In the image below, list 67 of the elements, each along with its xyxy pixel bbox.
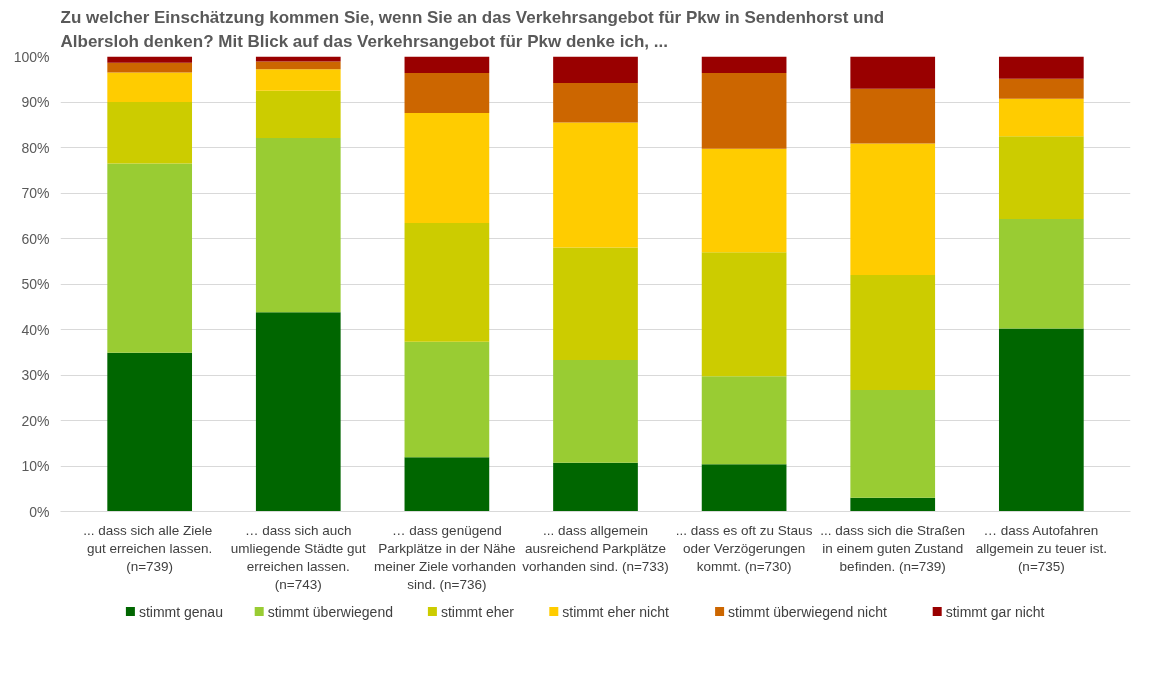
bar xyxy=(404,341,490,458)
legend-label: stimmt gar nicht xyxy=(945,603,1045,620)
bar xyxy=(850,143,936,275)
bar xyxy=(850,88,936,144)
bar xyxy=(998,218,1084,329)
bar xyxy=(404,72,490,113)
legend-label: stimmt überwiegend nicht xyxy=(728,603,887,620)
bar xyxy=(850,56,936,89)
bar xyxy=(255,56,341,62)
bar xyxy=(404,56,490,73)
x-tick-label: … dass Autofahren allgemein zu teuer ist. (n=735) xyxy=(975,522,1107,574)
bar xyxy=(998,78,1084,99)
chart-title: Zu welcher Einschätzung kommen Sie, wenn Sie an das Verkehrsangebot für Pkw in Sendenhorst und Albersloh denken? Mit Blick auf das Verkehrsangebot für Pkw denke ich, ... xyxy=(60,7,885,52)
bar xyxy=(107,352,193,512)
bar xyxy=(255,312,341,512)
bar xyxy=(553,122,638,248)
bar xyxy=(701,72,787,149)
y-tick-label: 80% xyxy=(21,139,50,156)
bar xyxy=(998,56,1084,79)
bar xyxy=(553,56,638,83)
bar xyxy=(998,98,1084,137)
bar xyxy=(553,359,638,463)
bar xyxy=(998,328,1084,512)
bar xyxy=(255,61,341,70)
bar xyxy=(404,112,490,224)
x-tick-label: … dass genügend Parkplätze in der Nähe meiner Ziele vorhanden sind. (n=736) xyxy=(374,522,516,592)
y-tick-label: 30% xyxy=(21,367,50,383)
bar xyxy=(107,72,193,102)
bar xyxy=(553,462,638,512)
y-tick-label: 70% xyxy=(21,185,50,201)
x-tick-label: ... dass sich alle Ziele gut erreichen lassen. (n=739) xyxy=(83,522,213,574)
legend-label: stimmt eher xyxy=(440,603,515,620)
legend-label: stimmt überwiegend xyxy=(267,603,393,620)
bar xyxy=(850,390,936,498)
bar xyxy=(107,102,193,164)
x-tick-label: ... dass es oft zu Staus oder Verzögerungen kommt. (n=730) xyxy=(675,522,813,574)
bar xyxy=(107,163,193,353)
x-tick-label: … dass sich auch umliegende Städte gut erreichen lassen. (n=743) xyxy=(230,522,367,592)
bar xyxy=(850,274,936,391)
bar xyxy=(701,252,787,377)
bar xyxy=(701,148,787,253)
bar xyxy=(701,376,787,465)
bar xyxy=(107,56,193,63)
y-tick-label: 20% xyxy=(21,412,50,429)
x-tick-label: ... dass allgemein ausreichend Parkplätze vorhanden sind. (n=733) xyxy=(522,522,669,574)
y-tick-label: 90% xyxy=(21,94,50,110)
y-tick-label: 10% xyxy=(21,458,50,474)
legend-label: stimmt eher nicht xyxy=(562,603,669,620)
bar xyxy=(404,457,490,512)
y-tick-label: 0% xyxy=(29,503,50,520)
bar xyxy=(107,62,193,73)
bar xyxy=(255,90,341,138)
legend-label: stimmt genau xyxy=(138,603,223,620)
bar xyxy=(998,136,1084,219)
bar xyxy=(404,223,490,342)
y-tick-label: 40% xyxy=(21,321,50,338)
bar xyxy=(701,464,787,512)
y-tick-label: 60% xyxy=(21,230,50,247)
y-tick-label: 50% xyxy=(21,276,50,292)
x-tick-label: ... dass sich die Straßen in einem guten Zustand befinden. (n=739) xyxy=(820,522,966,574)
y-tick-label: 100% xyxy=(13,48,50,65)
bar xyxy=(701,56,787,73)
bar xyxy=(553,247,638,360)
bar xyxy=(553,82,638,123)
bar xyxy=(255,69,341,91)
bar xyxy=(255,137,341,313)
bar xyxy=(850,497,936,512)
